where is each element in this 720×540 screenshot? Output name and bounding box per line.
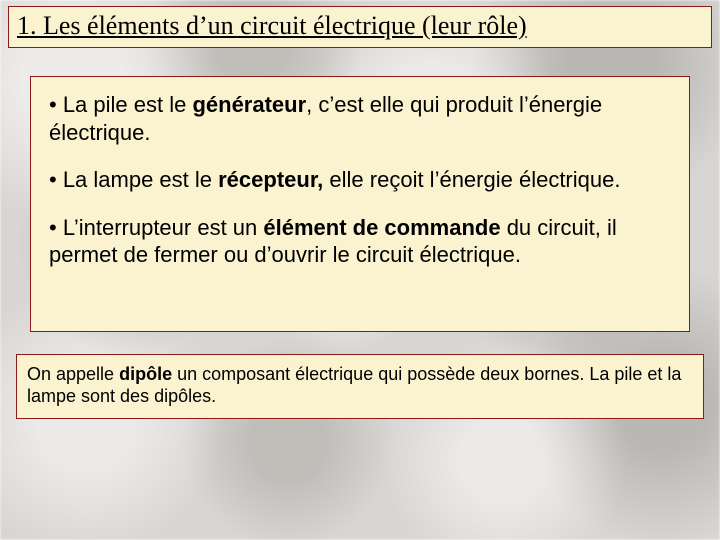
footer-box: On appelle dipôle un composant électriqu… bbox=[16, 354, 704, 419]
title-text: 1. Les éléments d’un circuit électrique … bbox=[17, 11, 527, 40]
title-box: 1. Les éléments d’un circuit électrique … bbox=[8, 6, 712, 48]
footer-text: On appelle dipôle un composant électriqu… bbox=[27, 363, 693, 408]
bullet-1-bold: générateur bbox=[192, 92, 306, 117]
bullet-1-pre: • La pile est le bbox=[49, 92, 192, 117]
bullet-3-bold: élément de commande bbox=[263, 215, 500, 240]
footer-bold: dipôle bbox=[119, 364, 172, 384]
bullet-2-post: elle reçoit l’énergie électrique. bbox=[323, 167, 620, 192]
bullet-2: • La lampe est le récepteur, elle reçoit… bbox=[49, 166, 671, 194]
bullet-2-bold: récepteur, bbox=[218, 167, 323, 192]
bullet-2-pre: • La lampe est le bbox=[49, 167, 218, 192]
body-box: • La pile est le générateur, c’est elle … bbox=[30, 76, 690, 332]
slide-page: 1. Les éléments d’un circuit électrique … bbox=[0, 0, 720, 540]
bullet-3-pre: • L’interrupteur est un bbox=[49, 215, 263, 240]
bullet-3: • L’interrupteur est un élément de comma… bbox=[49, 214, 671, 269]
footer-pre: On appelle bbox=[27, 364, 119, 384]
bullet-1: • La pile est le générateur, c’est elle … bbox=[49, 91, 671, 146]
